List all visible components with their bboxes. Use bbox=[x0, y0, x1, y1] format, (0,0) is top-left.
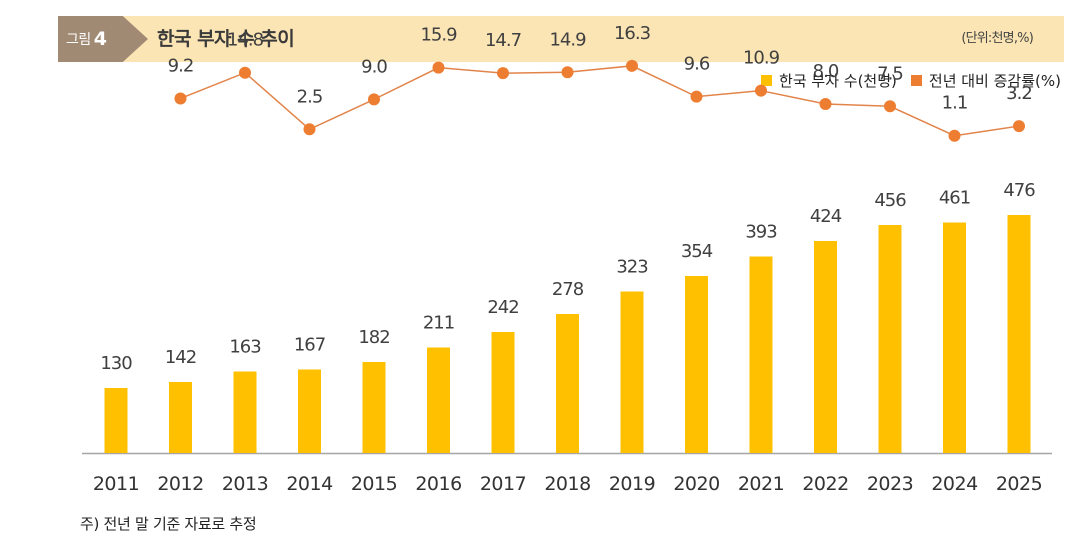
bar bbox=[685, 276, 708, 453]
legend-item-line: 전년 대비 증감률(%) bbox=[910, 70, 1061, 91]
line-value-label: 10.9 bbox=[743, 48, 780, 69]
x-tick-label: 2022 bbox=[802, 473, 848, 495]
bar-value-label: 182 bbox=[358, 327, 389, 348]
bar bbox=[298, 369, 321, 453]
chart-title: 한국 부자 수 추이 bbox=[157, 28, 295, 50]
series-line bbox=[180, 65, 1020, 137]
line-value-label: 1.1 bbox=[942, 93, 968, 114]
bar-value-label: 242 bbox=[487, 297, 518, 318]
legend: 한국 부자 수(천명) 전년 대비 증감률(%) bbox=[747, 68, 1061, 92]
line-point bbox=[626, 59, 638, 72]
line-point bbox=[174, 92, 187, 105]
x-tick-label: 2014 bbox=[286, 473, 333, 495]
figure-label: 그림 bbox=[66, 32, 91, 48]
legend-label-line: 전년 대비 증감률(%) bbox=[928, 71, 1061, 90]
x-tick-label: 2016 bbox=[415, 473, 461, 495]
bar-value-label: 323 bbox=[616, 257, 648, 278]
bar-value-label: 456 bbox=[874, 190, 906, 211]
line-point bbox=[819, 98, 832, 110]
bar-value-label: 167 bbox=[294, 335, 325, 356]
legend-swatch-bar bbox=[761, 74, 773, 86]
line-value-label: 2.5 bbox=[297, 86, 323, 107]
line-value-label: 14.8 bbox=[227, 30, 264, 51]
x-tick-label: 2012 bbox=[157, 473, 203, 495]
bar bbox=[104, 388, 128, 453]
line-point bbox=[303, 123, 316, 136]
bar bbox=[1007, 215, 1031, 453]
unit-note: (단위:천명,%) bbox=[961, 31, 1033, 46]
bar bbox=[620, 291, 644, 453]
legend-item-bar: 한국 부자 수(천명) bbox=[761, 70, 897, 91]
x-tick-label: 2013 bbox=[222, 473, 268, 495]
line-value-label: 14.7 bbox=[485, 30, 521, 51]
footnote: 주) 전년 말 기준 자료로 추정 bbox=[80, 515, 257, 533]
bar-value-label: 163 bbox=[229, 337, 261, 358]
line-value-label: 15.9 bbox=[420, 25, 457, 46]
x-tick-label: 2021 bbox=[738, 473, 784, 495]
line-value-label: 8.0 bbox=[813, 61, 839, 82]
x-tick-label: 2015 bbox=[351, 473, 397, 495]
x-tick-label: 2017 bbox=[480, 473, 526, 495]
line-point bbox=[755, 84, 767, 97]
bar-value-label: 211 bbox=[423, 313, 454, 334]
x-tick-label: 2020 bbox=[673, 473, 719, 495]
x-tick-label: 2011 bbox=[93, 473, 139, 495]
bar-value-label: 278 bbox=[552, 279, 584, 300]
line-value-label: 9.6 bbox=[684, 54, 710, 75]
figure-number: 4 bbox=[93, 28, 107, 50]
line-point bbox=[497, 67, 509, 80]
bar bbox=[427, 347, 450, 453]
bar bbox=[169, 382, 192, 453]
bar bbox=[556, 314, 579, 453]
x-tick-label: 2019 bbox=[609, 473, 655, 495]
bar bbox=[233, 371, 257, 453]
legend-swatch-line bbox=[910, 74, 922, 86]
bar bbox=[491, 332, 515, 453]
line-point bbox=[884, 100, 896, 113]
bar bbox=[943, 222, 966, 453]
legend-label-bar: 한국 부자 수(천명) bbox=[779, 71, 897, 90]
line-point bbox=[368, 93, 380, 106]
bar-value-label: 130 bbox=[100, 353, 132, 374]
bar-value-label: 476 bbox=[1003, 180, 1035, 201]
line-point bbox=[239, 66, 251, 79]
bar bbox=[878, 225, 902, 453]
bar-value-label: 142 bbox=[165, 347, 196, 368]
bar bbox=[814, 241, 837, 453]
line-value-label: 9.2 bbox=[168, 55, 194, 76]
x-tick-label: 2024 bbox=[931, 473, 978, 495]
line-point bbox=[432, 61, 445, 74]
line-point bbox=[561, 66, 574, 79]
bar-value-label: 424 bbox=[810, 206, 842, 227]
line-value-label: 3.2 bbox=[1006, 83, 1032, 104]
line-value-label: 14.9 bbox=[549, 29, 586, 50]
line-point bbox=[948, 129, 961, 142]
bar bbox=[749, 256, 773, 453]
line-value-label: 9.0 bbox=[361, 56, 387, 77]
line-point bbox=[1013, 120, 1025, 133]
x-tick-label: 2025 bbox=[996, 473, 1042, 495]
bar bbox=[362, 362, 386, 453]
x-tick-label: 2018 bbox=[544, 473, 590, 495]
title-band bbox=[58, 16, 1064, 62]
x-tick-label: 2023 bbox=[867, 473, 913, 495]
line-value-label: 7.5 bbox=[877, 63, 903, 84]
bar-value-label: 461 bbox=[939, 188, 970, 209]
bar-value-label: 393 bbox=[745, 222, 777, 243]
line-value-label: 16.3 bbox=[614, 23, 651, 44]
bar-value-label: 354 bbox=[681, 241, 713, 262]
line-point bbox=[690, 90, 703, 103]
